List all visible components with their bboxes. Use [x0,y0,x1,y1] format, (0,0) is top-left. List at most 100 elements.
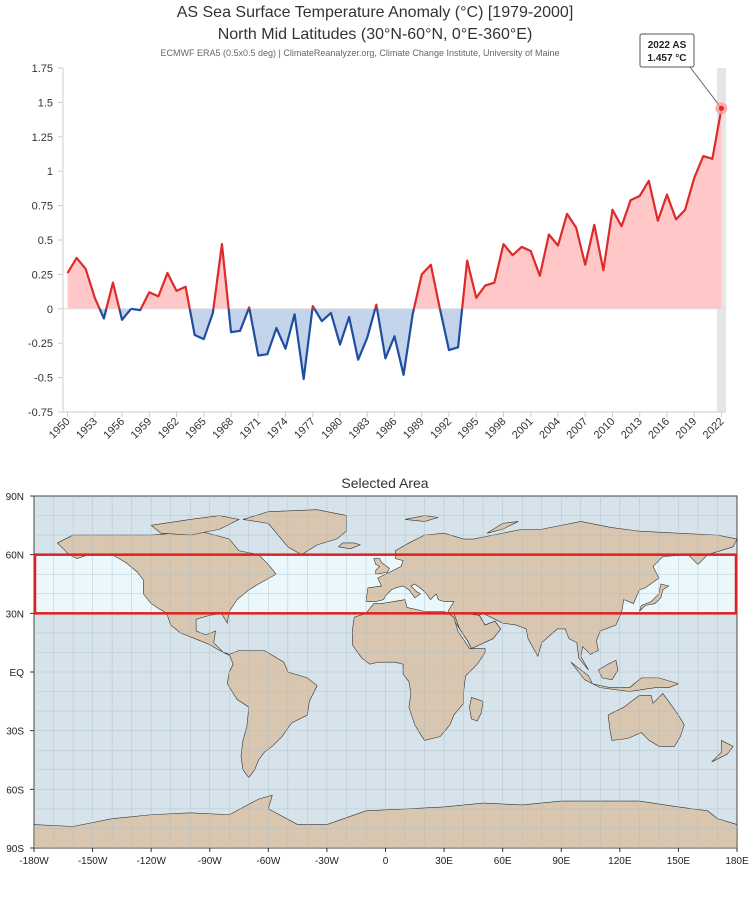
x-tick-label: 1980 [319,416,345,442]
x-tick-label: 1953 [74,416,100,442]
lon-tick-label: 0 [383,856,389,867]
x-tick-label: 1992 [428,416,454,442]
y-tick-label: 1.75 [32,63,53,75]
x-tick-label: 1986 [374,416,400,442]
chart-subtitle: North Mid Latitudes (30°N-60°N, 0°E-360°… [218,26,533,43]
map-latitude-axis: 90N 60N 30N EQ 30S 60S 90S [6,492,34,855]
negative-anomaly-line [248,308,314,381]
chart-source: ECMWF ERA5 (0.5x0.5 deg) | ClimateReanal… [161,48,560,58]
y-tick-label: 0 [47,304,53,316]
land-japan [639,583,670,612]
y-tick-label: 1 [47,166,53,178]
positive-anomaly-area [106,282,120,309]
latest-value-tooltip: 2022 AS 1.457 °C [639,33,722,109]
x-tick-label: 1974 [265,416,291,442]
y-tick-label: -0.25 [28,338,53,350]
x-tick-label: 2016 [646,416,672,442]
x-tick-label: 1959 [129,416,155,442]
x-tick-label: 1998 [483,416,509,442]
tooltip-year: 2022 AS [648,40,687,51]
positive-anomaly-line [311,304,316,310]
lat-tick-label: 30N [6,609,24,620]
land-new-zealand [711,739,734,763]
y-tick-label: 0.25 [32,269,53,281]
x-tick-label: 1977 [292,416,318,442]
land-iceland [338,542,361,550]
negative-anomaly-line [438,308,464,352]
land-svalbard [404,515,439,522]
lon-tick-label: -90W [198,856,222,867]
lon-tick-label: 30E [435,856,453,867]
negative-anomaly-line [313,308,377,361]
anomaly-series-line [66,108,723,381]
negative-anomaly-line [188,308,215,341]
x-tick-label: 1956 [101,416,127,442]
lon-tick-label: 150E [667,856,691,867]
positive-anomaly-line [212,243,230,309]
y-tick-label: 0.5 [38,235,53,247]
negative-anomaly-area [377,308,414,375]
negative-anomaly-area [228,308,249,333]
anomaly-chart: AS Sea Surface Temperature Anomaly (°C) … [28,4,728,441]
y-tick-label: 1.5 [38,97,53,109]
lat-tick-label: EQ [10,668,25,679]
lon-tick-label: -150W [78,856,108,867]
latest-value-point [718,105,724,111]
map-title: Selected Area [341,475,428,491]
tooltip-value: 1.457 °C [647,53,686,64]
selected-region-box [33,553,738,615]
negative-anomaly-line [375,308,415,376]
positive-anomaly-area [462,108,722,309]
positive-anomaly-line [412,263,441,310]
lon-tick-label: -60W [256,856,280,867]
x-tick-label: 2004 [537,416,563,442]
positive-anomaly-line [374,303,379,310]
x-tick-label: 2007 [565,416,591,442]
positive-anomaly-area [67,257,100,309]
y-tick-label: 0.75 [32,201,53,213]
positive-anomaly-area [213,244,229,309]
y-tick-label: -0.5 [34,373,53,385]
land-eurasia [365,521,738,671]
positive-anomaly-line [139,271,191,310]
negative-anomaly-line [118,308,132,321]
negative-anomaly-line [98,308,108,320]
lon-tick-label: 60E [494,856,512,867]
x-tick-label: 1989 [401,416,427,442]
x-tick-label: 1971 [238,416,264,442]
land-south-america [227,650,318,779]
y-axis: 1.75 1.5 1.25 1 0.75 0.5 0.25 0 -0.25 -0.5 -0.75 [28,63,63,419]
lon-tick-label: 120E [608,856,632,867]
x-tick-label: 2001 [510,416,536,442]
negative-anomaly-area [439,308,463,351]
land-arabia-fill [453,613,502,649]
positive-anomaly-line [105,281,121,310]
x-tick-label: 2010 [592,416,618,442]
map-longitude-axis: -180W -150W -120W -90W -60W -30W 0 30E 60E 90E 120… [19,848,749,867]
x-tick-label: 1950 [47,416,73,442]
x-tick-label: 1995 [456,416,482,442]
x-tick-label: 1968 [210,416,236,442]
negative-anomaly-line [130,307,142,312]
lon-tick-label: 180E [725,856,749,867]
x-tick-label: 2019 [674,416,700,442]
positive-anomaly-area [413,264,440,309]
x-axis: 1950 1953 1956 1959 1962 1965 1968 1971 1974 1977… [47,412,727,441]
x-tick-label: 1965 [183,416,209,442]
lon-tick-label: -180W [19,856,49,867]
x-tick-label: 2013 [619,416,645,442]
lat-tick-label: 90N [6,492,24,503]
selected-area-map: Selected Area -180W -150W -120W -90W -60W -30… [6,475,749,867]
y-tick-label: -0.75 [28,407,53,419]
lat-tick-label: 90S [6,844,24,855]
lon-tick-label: -120W [136,856,166,867]
positive-anomaly-line [461,108,723,309]
lon-tick-label: 90E [552,856,570,867]
lat-tick-label: 60N [6,551,24,562]
negative-anomaly-area [314,308,376,360]
land-borneo [597,659,619,681]
x-tick-label: 1983 [347,416,373,442]
negative-anomaly-area [189,308,214,340]
lat-tick-label: 30S [6,727,24,738]
positive-anomaly-line [247,306,251,310]
